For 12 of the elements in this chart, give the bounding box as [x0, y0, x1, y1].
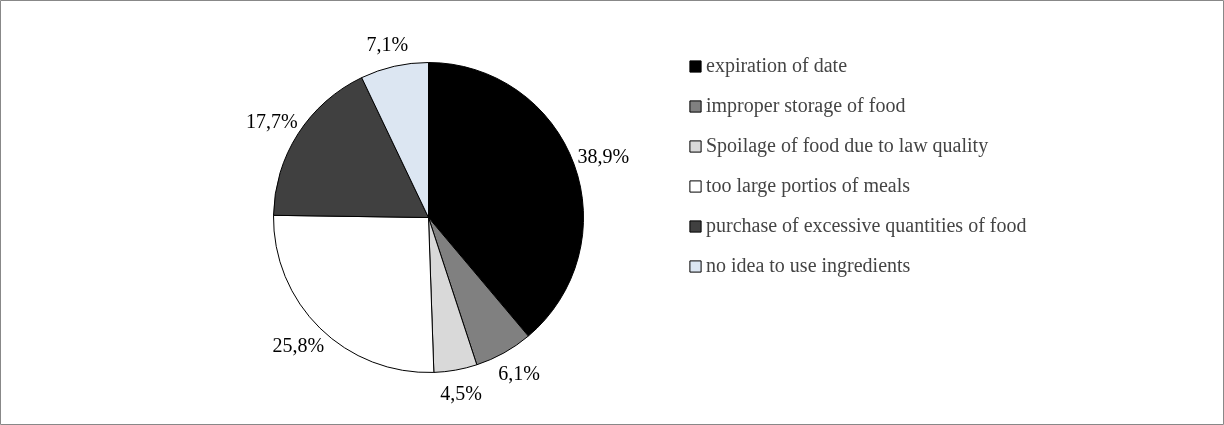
data-label: 17,7% — [246, 110, 298, 133]
data-label: 38,9% — [577, 145, 630, 168]
legend-label: no idea to use ingredients — [706, 254, 911, 277]
legend-label: too large portios of meals — [706, 174, 911, 197]
data-label: 4,5% — [440, 382, 482, 404]
legend-label: expiration of date — [706, 54, 848, 77]
legend-label: improper storage of food — [706, 94, 906, 117]
legend-label: Spoilage of food due to law quality — [706, 134, 989, 157]
data-label: 6,1% — [498, 362, 540, 385]
data-label: 25,8% — [272, 333, 325, 356]
data-label: 7,1% — [366, 32, 409, 55]
legend-label: purchase of excessive quantities of food — [706, 214, 1027, 237]
